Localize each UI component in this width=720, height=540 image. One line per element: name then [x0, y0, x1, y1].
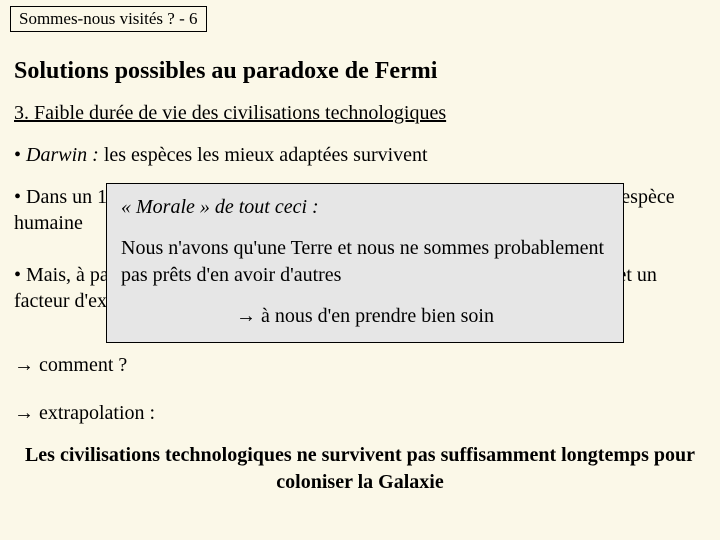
- slide-title: Solutions possibles au paradoxe de Fermi: [14, 58, 437, 85]
- overlay-title: « Morale » de tout ceci :: [121, 194, 609, 221]
- overlay-body: Nous n'avons qu'une Terre et nous ne som…: [121, 235, 609, 289]
- bullet-darwin-name: Darwin :: [26, 144, 99, 166]
- slide-header-text: Sommes-nous visités ? - 6: [19, 9, 198, 28]
- slide-header-box: Sommes-nous visités ? - 6: [10, 6, 207, 32]
- morale-overlay: « Morale » de tout ceci : Nous n'avons q…: [106, 183, 624, 343]
- conclusion-text: Les civilisations technologiques ne surv…: [14, 442, 706, 496]
- slide-subtitle: 3. Faible durée de vie des civilisations…: [14, 102, 446, 125]
- arrow-comment: → comment ?: [14, 352, 127, 378]
- arrow-extrapolation: → extrapolation :: [14, 400, 155, 426]
- bullet-prefix: •: [14, 144, 26, 166]
- bullet-darwin: • Darwin : les espèces les mieux adaptée…: [14, 142, 428, 168]
- bullet-darwin-rest: les espèces les mieux adaptées survivent: [99, 144, 428, 166]
- overlay-final: → à nous d'en prendre bien soin: [121, 303, 609, 330]
